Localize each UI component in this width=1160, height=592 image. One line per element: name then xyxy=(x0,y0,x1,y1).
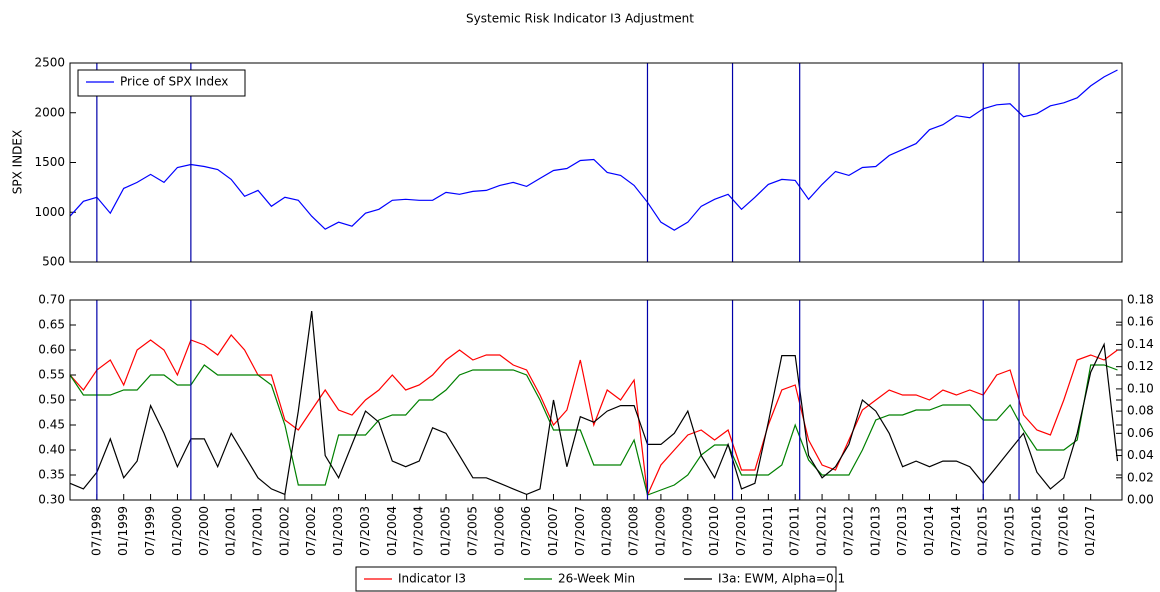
x-tick-label: 01/2005 xyxy=(439,506,453,556)
y2-tick-label: 0.00 xyxy=(1127,493,1154,507)
x-tick-label: 01/2007 xyxy=(546,506,560,556)
y-tick-label: 2000 xyxy=(34,105,65,119)
x-tick-label: 01/2000 xyxy=(170,506,184,556)
y2-tick-label: 0.18 xyxy=(1127,293,1154,307)
x-tick-label: 01/2017 xyxy=(1083,506,1097,556)
series-line xyxy=(69,69,1118,231)
x-tick-label: 07/2016 xyxy=(1056,506,1070,556)
x-tick-label: 07/1998 xyxy=(89,506,103,556)
x-tick-label: 01/2011 xyxy=(761,506,775,556)
y-tick-label: 0.35 xyxy=(38,468,65,482)
y-tick-label: 0.50 xyxy=(38,393,65,407)
x-tick-label: 07/2010 xyxy=(734,506,748,556)
y-tick-label: 0.30 xyxy=(38,493,65,507)
y2-tick-label: 0.12 xyxy=(1127,359,1154,373)
x-tick-label: 01/2003 xyxy=(331,506,345,556)
legend-label: Price of SPX Index xyxy=(120,75,228,89)
y2-tick-label: 0.14 xyxy=(1127,337,1154,351)
x-tick-label: 07/2007 xyxy=(573,506,587,556)
x-tick-label: 07/2012 xyxy=(841,506,855,556)
series-line xyxy=(69,364,1118,496)
y-tick-label: 0.40 xyxy=(38,443,65,457)
legend-label: Indicator I3 xyxy=(398,572,466,586)
series-line xyxy=(69,311,1119,496)
plot-frame xyxy=(69,62,1123,263)
x-tick-label: 07/2011 xyxy=(788,506,802,556)
y-tick-label: 0.70 xyxy=(38,293,65,307)
x-tick-label: 01/2009 xyxy=(653,506,667,556)
legend-box xyxy=(355,566,837,592)
x-tick-label: 07/2008 xyxy=(627,506,641,556)
x-tick-label: 01/2001 xyxy=(224,506,238,556)
y-tick-label: 0.45 xyxy=(38,418,65,432)
x-tick-label: 07/2003 xyxy=(358,506,372,556)
chart-title: Systemic Risk Indicator I3 Adjustment xyxy=(466,12,694,26)
legend-box xyxy=(77,69,246,97)
y2-tick-label: 0.10 xyxy=(1127,381,1154,395)
x-tick-label: 01/2006 xyxy=(492,506,506,556)
y2-tick-label: 0.04 xyxy=(1127,448,1154,462)
y-tick-label: 500 xyxy=(42,255,65,269)
legend-label: 26-Week Min xyxy=(558,572,635,586)
y2-tick-label: 0.02 xyxy=(1127,470,1154,484)
x-tick-label: 07/2002 xyxy=(304,506,318,556)
y-tick-label: 0.65 xyxy=(38,318,65,332)
series-line xyxy=(69,334,1118,498)
y2-tick-label: 0.08 xyxy=(1127,404,1154,418)
x-tick-label: 01/2008 xyxy=(600,506,614,556)
x-tick-label: 07/2000 xyxy=(197,506,211,556)
x-tick-label: 07/2004 xyxy=(412,506,426,556)
x-tick-label: 07/2005 xyxy=(465,506,479,556)
y2-tick-label: 0.16 xyxy=(1127,315,1154,329)
x-tick-label: 07/2009 xyxy=(680,506,694,556)
x-tick-label: 01/2002 xyxy=(277,506,291,556)
y-axis-label: SPX INDEX xyxy=(11,130,25,194)
legend-label: I3a: EWM, Alpha=0.1 xyxy=(718,572,845,586)
x-tick-label: 07/2001 xyxy=(251,506,265,556)
y-tick-label: 1000 xyxy=(34,205,65,219)
plot-frame xyxy=(69,299,1123,501)
x-tick-label: 07/2013 xyxy=(895,506,909,556)
y-tick-label: 0.60 xyxy=(38,343,65,357)
x-tick-label: 01/2010 xyxy=(707,506,721,556)
x-tick-label: 01/1999 xyxy=(116,506,130,556)
x-tick-label: 07/2014 xyxy=(949,506,963,556)
x-tick-label: 01/2015 xyxy=(976,506,990,556)
x-tick-label: 01/2016 xyxy=(1029,506,1043,556)
x-tick-label: 01/2013 xyxy=(868,506,882,556)
x-tick-label: 01/2014 xyxy=(922,506,936,556)
x-tick-label: 01/2012 xyxy=(815,506,829,556)
y2-tick-label: 0.06 xyxy=(1127,426,1154,440)
x-tick-label: 01/2004 xyxy=(385,506,399,556)
y-tick-label: 2500 xyxy=(34,56,65,70)
x-tick-label: 07/1999 xyxy=(143,506,157,556)
y-tick-label: 0.55 xyxy=(38,368,65,382)
x-tick-label: 07/2006 xyxy=(519,506,533,556)
x-tick-label: 07/2015 xyxy=(1003,506,1017,556)
y-tick-label: 1500 xyxy=(34,155,65,169)
